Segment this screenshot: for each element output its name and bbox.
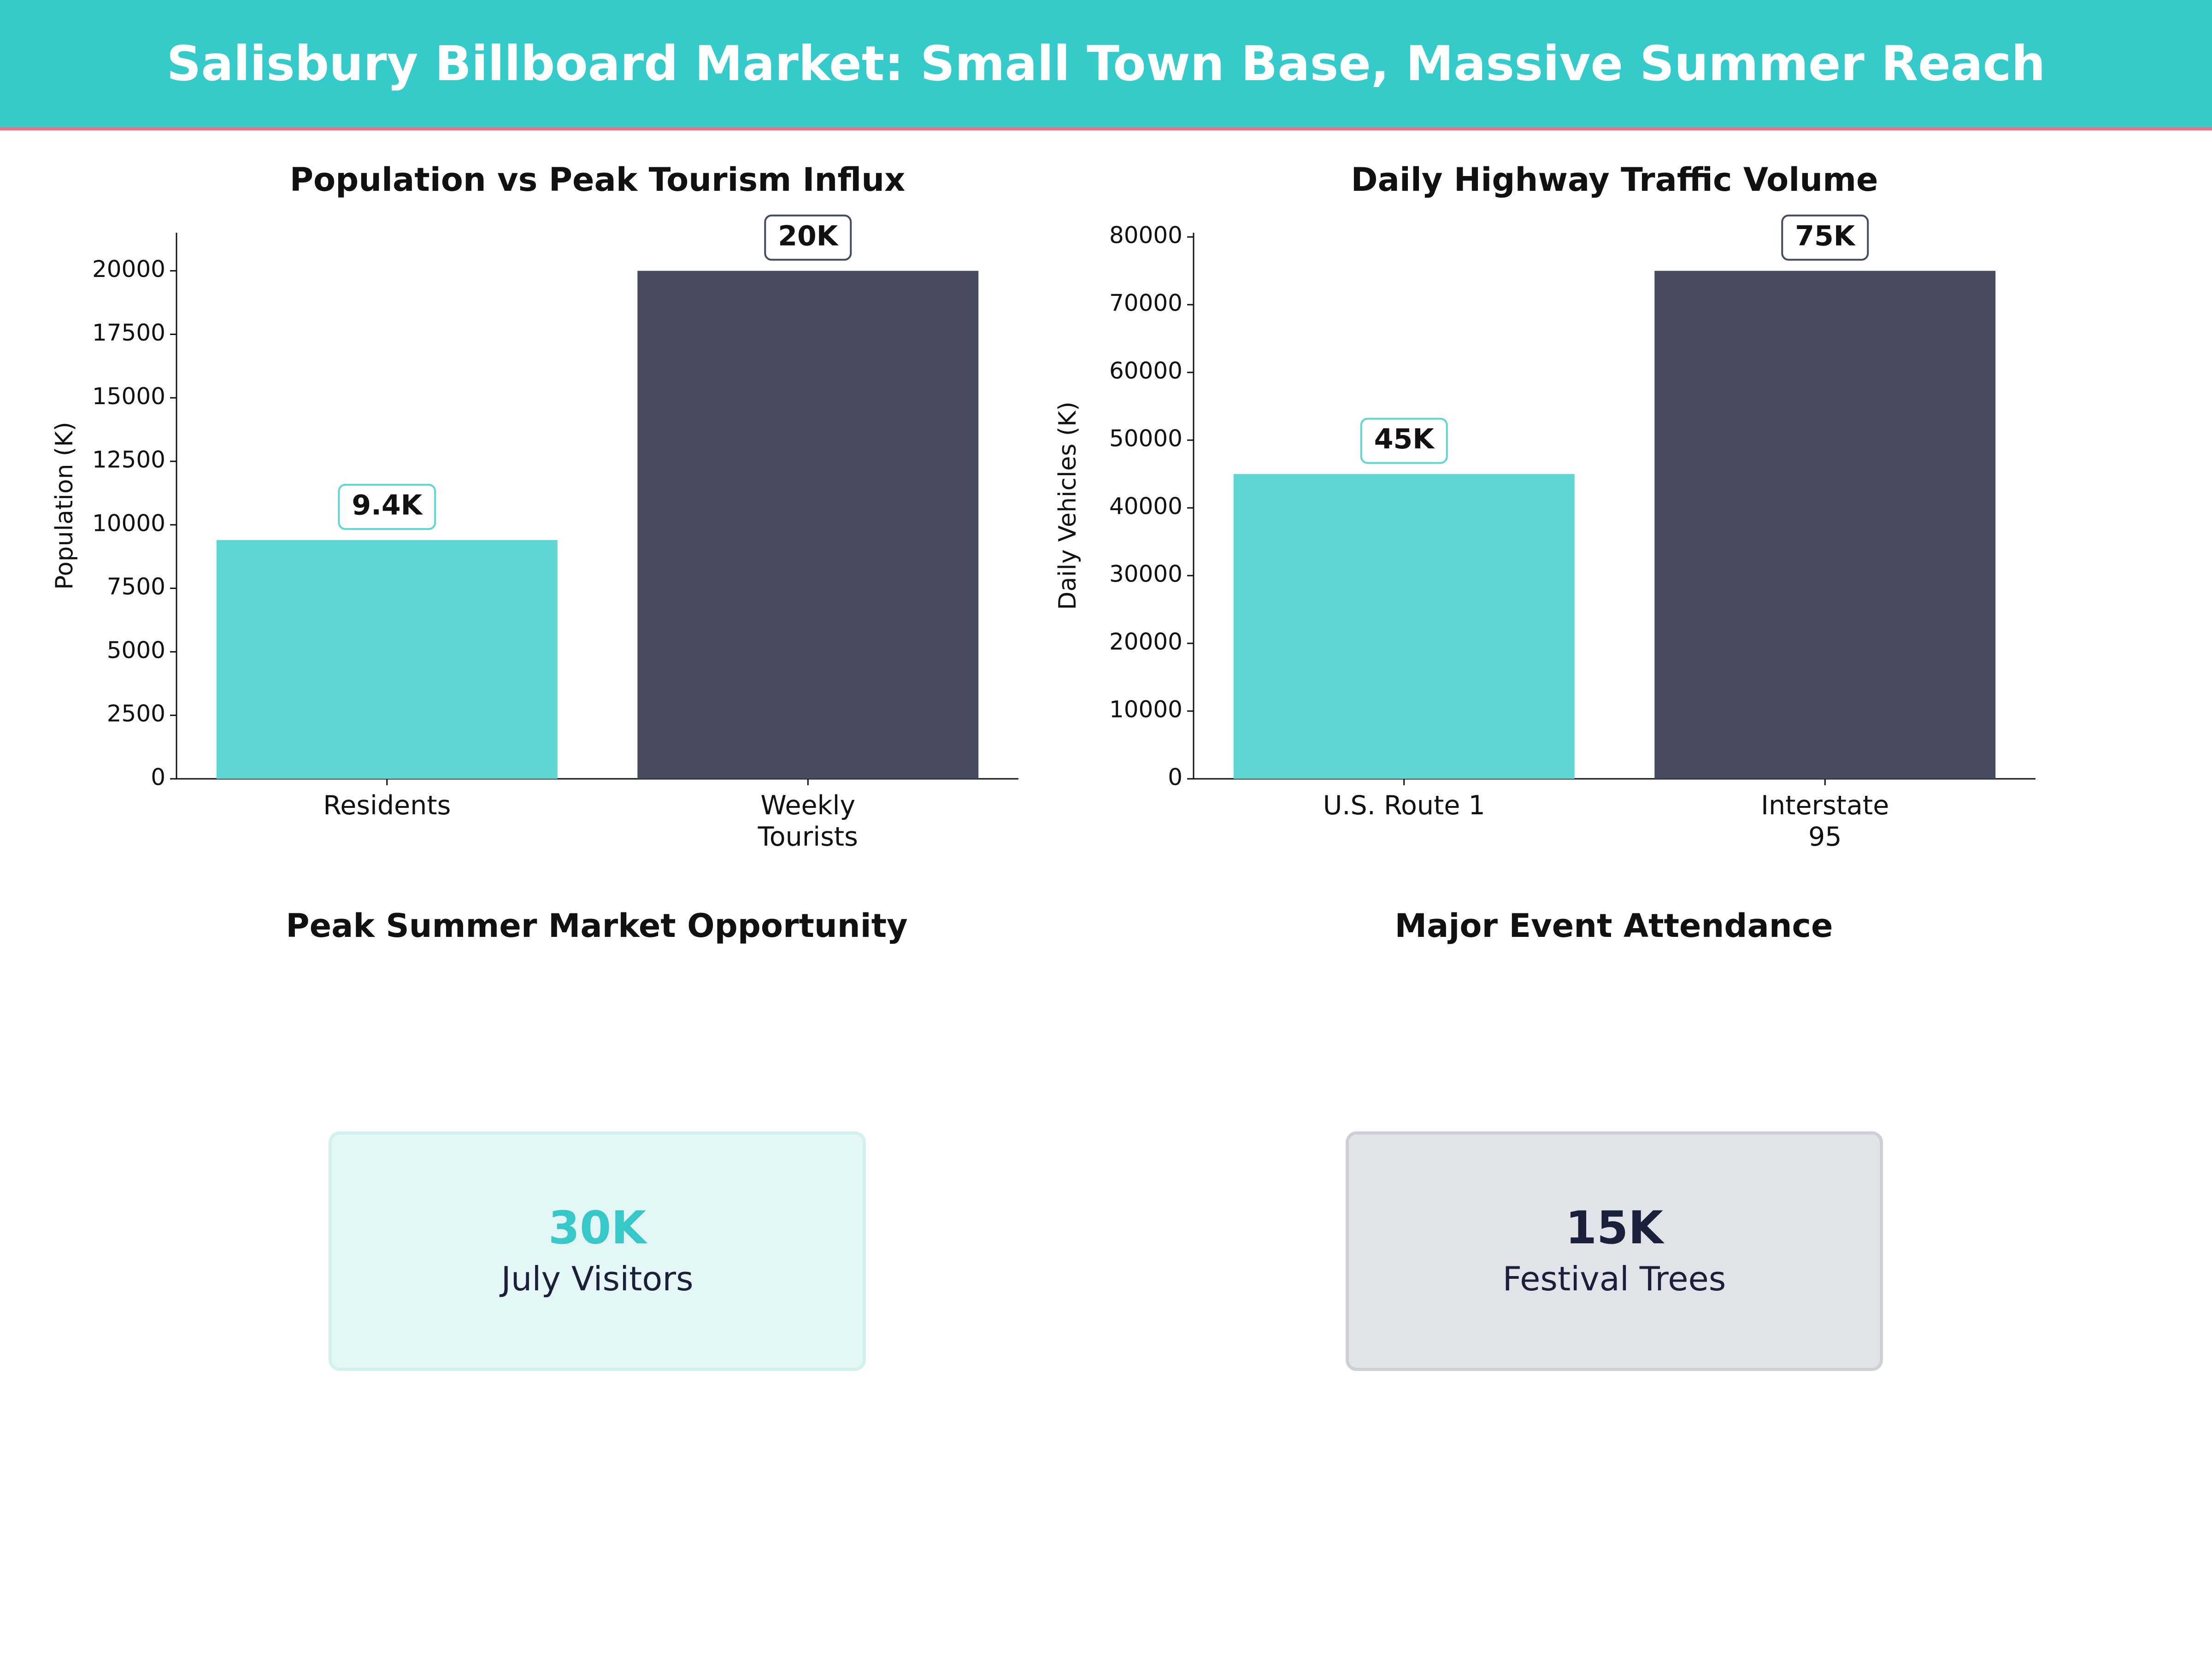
bar — [637, 271, 979, 779]
x-tick-label: Interstate 95 — [1761, 790, 1889, 852]
y-tick-label: 0 — [151, 764, 165, 791]
bar — [1654, 271, 1996, 779]
y-axis-label: Population (K) — [51, 422, 78, 589]
y-tick-label: 30000 — [1109, 561, 1182, 588]
value-label: 75K — [1795, 220, 1856, 252]
y-tick-label: 2500 — [107, 700, 165, 727]
value-label: 9.4K — [352, 489, 423, 522]
y-tick-label: 12500 — [92, 447, 165, 473]
y-tick-label: 40000 — [1109, 493, 1182, 520]
y-tick-label: 60000 — [1109, 358, 1182, 384]
y-tick-label: 5000 — [107, 637, 165, 664]
kpi-card: 30K July Visitors — [329, 1131, 866, 1371]
bar — [1233, 474, 1575, 779]
value-label-box — [764, 214, 852, 261]
y-tick-label: 20000 — [92, 256, 165, 282]
y-tick-label: 50000 — [1109, 425, 1182, 452]
panel-title: Major Event Attendance — [1394, 907, 1833, 945]
y-tick-label: 7500 — [107, 573, 165, 600]
value-label-box — [1360, 418, 1448, 464]
y-tick-label: 17500 — [92, 319, 165, 346]
value-label-box — [338, 483, 436, 530]
bar — [216, 540, 558, 779]
kpi-label: July Visitors — [501, 1259, 694, 1298]
chart-title: Population vs Peak Tourism Influx — [290, 161, 906, 199]
x-tick-label: U.S. Route 1 — [1323, 790, 1485, 821]
value-label: 20K — [778, 220, 839, 252]
y-tick-label: 10000 — [1109, 696, 1182, 723]
y-tick-label: 10000 — [92, 510, 165, 536]
value-label-box — [1781, 214, 1869, 261]
x-tick-label: Weekly Tourists — [758, 790, 858, 852]
page-title: Salisbury Billboard Market: Small Town B… — [166, 35, 2046, 92]
y-tick-label: 80000 — [1109, 222, 1182, 249]
value-label: 45K — [1374, 423, 1435, 455]
panel-title: Peak Summer Market Opportunity — [286, 907, 908, 945]
chart-title: Daily Highway Traffic Volume — [1351, 161, 1878, 199]
kpi-value: 15K — [1565, 1202, 1664, 1254]
y-tick-label: 20000 — [1109, 629, 1182, 655]
y-tick-label: 15000 — [92, 383, 165, 410]
y-axis-label: Daily Vehicles (K) — [1054, 401, 1082, 610]
kpi-value: 30K — [548, 1202, 647, 1254]
x-tick-label: Residents — [323, 790, 451, 821]
kpi-card: 15K Festival Trees — [1346, 1131, 1883, 1371]
y-tick-label: 0 — [1168, 764, 1182, 791]
kpi-label: Festival Trees — [1502, 1259, 1726, 1298]
y-tick-label: 70000 — [1109, 290, 1182, 317]
header: Salisbury Billboard Market: Small Town B… — [0, 0, 2212, 130]
